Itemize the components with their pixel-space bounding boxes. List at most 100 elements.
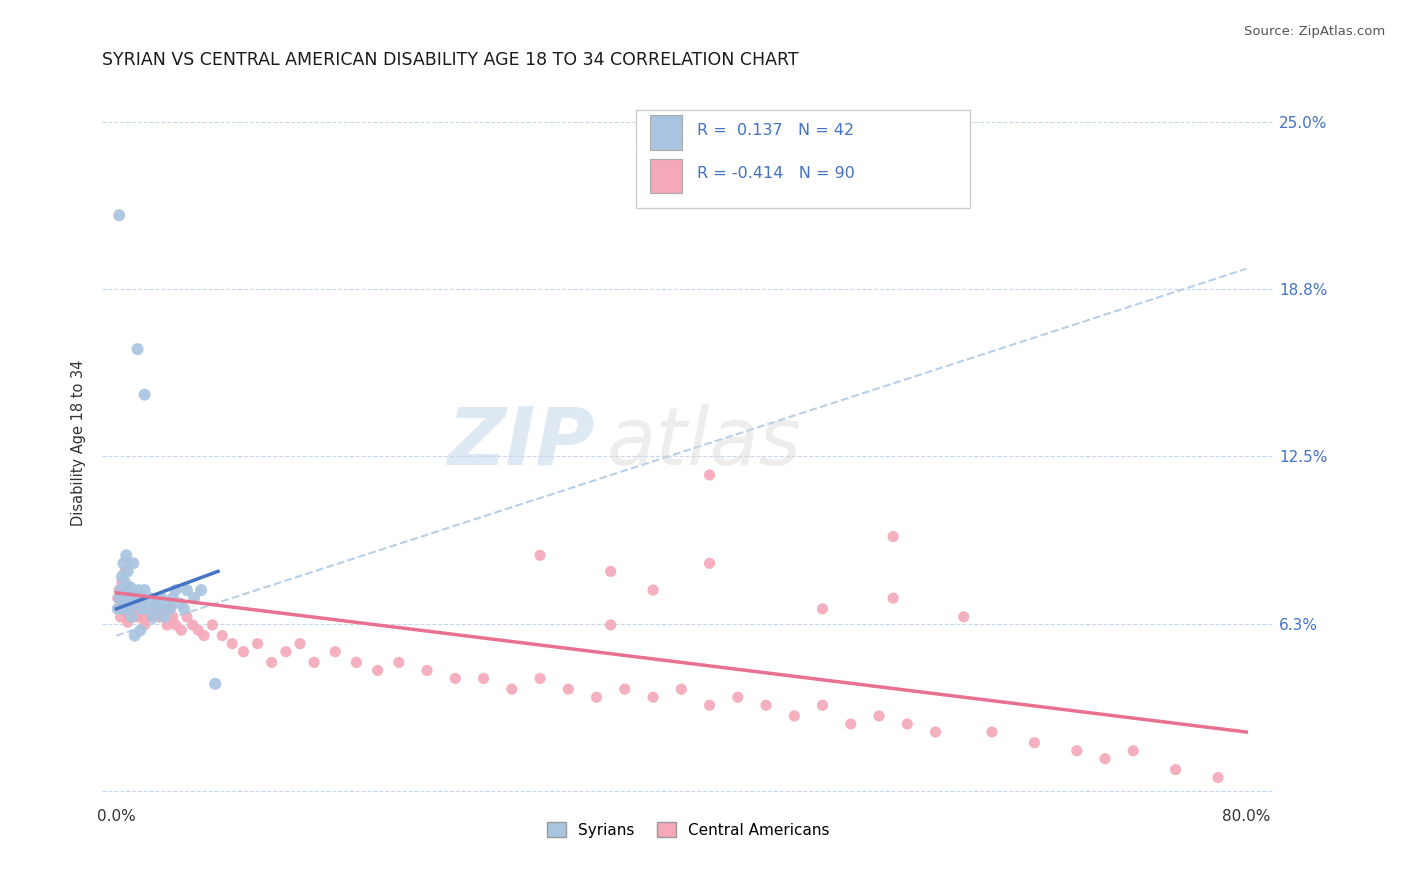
- Point: [839, 717, 862, 731]
- Point: [641, 583, 664, 598]
- Point: [128, 583, 150, 598]
- Point: [882, 530, 904, 544]
- Point: [156, 618, 179, 632]
- Point: [112, 602, 135, 616]
- Point: [1164, 763, 1187, 777]
- Point: [112, 557, 135, 571]
- Point: [1094, 752, 1116, 766]
- Point: [111, 597, 134, 611]
- Point: [221, 637, 243, 651]
- Point: [274, 645, 297, 659]
- Point: [111, 570, 134, 584]
- Point: [952, 610, 974, 624]
- Point: [641, 690, 664, 705]
- Point: [529, 549, 551, 563]
- Point: [176, 610, 198, 624]
- Point: [108, 583, 131, 598]
- Point: [117, 583, 139, 598]
- Point: [150, 602, 173, 616]
- Point: [108, 591, 131, 606]
- FancyBboxPatch shape: [650, 159, 682, 194]
- Point: [981, 725, 1004, 739]
- Point: [120, 581, 142, 595]
- Point: [114, 565, 136, 579]
- Point: [131, 602, 153, 616]
- Point: [127, 342, 149, 356]
- Point: [115, 597, 138, 611]
- Point: [159, 602, 181, 616]
- Point: [136, 602, 159, 616]
- Point: [165, 583, 187, 598]
- Point: [181, 618, 204, 632]
- Text: R = -0.414   N = 90: R = -0.414 N = 90: [696, 167, 855, 181]
- Y-axis label: Disability Age 18 to 34: Disability Age 18 to 34: [72, 359, 86, 526]
- Point: [145, 597, 167, 611]
- Point: [127, 589, 149, 603]
- Point: [783, 709, 806, 723]
- Point: [122, 610, 145, 624]
- Point: [699, 698, 721, 713]
- FancyBboxPatch shape: [650, 115, 682, 150]
- Point: [232, 645, 254, 659]
- Text: R =  0.137   N = 42: R = 0.137 N = 42: [696, 123, 853, 138]
- Point: [1066, 744, 1088, 758]
- Point: [187, 624, 209, 638]
- Point: [156, 597, 179, 611]
- Point: [124, 629, 146, 643]
- Point: [599, 618, 621, 632]
- Point: [585, 690, 607, 705]
- Point: [125, 597, 148, 611]
- Point: [127, 610, 149, 624]
- Text: SYRIAN VS CENTRAL AMERICAN DISABILITY AGE 18 TO 34 CORRELATION CHART: SYRIAN VS CENTRAL AMERICAN DISABILITY AG…: [103, 51, 799, 69]
- Point: [145, 597, 167, 611]
- Point: [108, 602, 131, 616]
- Text: ZIP: ZIP: [447, 404, 595, 482]
- Point: [118, 581, 141, 595]
- Text: Source: ZipAtlas.com: Source: ZipAtlas.com: [1244, 25, 1385, 38]
- Point: [114, 575, 136, 590]
- Point: [896, 717, 918, 731]
- Point: [190, 583, 212, 598]
- Point: [346, 656, 368, 670]
- Point: [671, 682, 693, 697]
- Point: [153, 610, 176, 624]
- Point: [153, 610, 176, 624]
- Point: [557, 682, 579, 697]
- Point: [193, 629, 215, 643]
- Point: [699, 467, 721, 482]
- Point: [107, 602, 129, 616]
- Point: [115, 549, 138, 563]
- Point: [107, 591, 129, 606]
- Point: [755, 698, 778, 713]
- Point: [302, 656, 325, 670]
- Point: [134, 387, 156, 401]
- Point: [134, 583, 156, 598]
- Point: [125, 602, 148, 616]
- Point: [111, 575, 134, 590]
- Point: [121, 610, 143, 624]
- Point: [1024, 736, 1046, 750]
- Point: [112, 602, 135, 616]
- Point: [173, 602, 195, 616]
- Point: [108, 208, 131, 222]
- Point: [924, 725, 946, 739]
- Point: [128, 591, 150, 606]
- Point: [169, 597, 191, 611]
- Point: [148, 602, 170, 616]
- Point: [132, 591, 155, 606]
- Point: [727, 690, 749, 705]
- Point: [1206, 771, 1229, 785]
- Point: [134, 618, 156, 632]
- Point: [142, 602, 165, 616]
- Point: [129, 624, 152, 638]
- Point: [170, 624, 193, 638]
- Point: [136, 602, 159, 616]
- Point: [367, 664, 389, 678]
- Point: [323, 645, 346, 659]
- Point: [416, 664, 439, 678]
- Point: [110, 591, 132, 606]
- Point: [288, 637, 311, 651]
- Point: [117, 615, 139, 630]
- Point: [162, 610, 184, 624]
- Point: [162, 591, 184, 606]
